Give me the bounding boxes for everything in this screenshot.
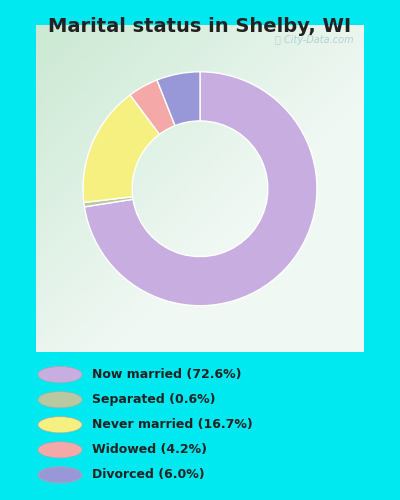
Text: ⓘ City-Data.com: ⓘ City-Data.com bbox=[275, 35, 354, 45]
Wedge shape bbox=[84, 196, 133, 207]
Text: Widowed (4.2%): Widowed (4.2%) bbox=[92, 444, 207, 456]
Wedge shape bbox=[157, 72, 200, 126]
Circle shape bbox=[38, 467, 82, 483]
Text: Separated (0.6%): Separated (0.6%) bbox=[92, 393, 216, 406]
Circle shape bbox=[38, 442, 82, 458]
Circle shape bbox=[38, 366, 82, 382]
Circle shape bbox=[38, 392, 82, 408]
Wedge shape bbox=[83, 95, 160, 202]
Text: Now married (72.6%): Now married (72.6%) bbox=[92, 368, 242, 381]
Text: Divorced (6.0%): Divorced (6.0%) bbox=[92, 468, 205, 481]
Text: Marital status in Shelby, WI: Marital status in Shelby, WI bbox=[48, 18, 352, 36]
Text: Never married (16.7%): Never married (16.7%) bbox=[92, 418, 253, 432]
Wedge shape bbox=[130, 80, 175, 134]
Wedge shape bbox=[84, 72, 317, 306]
Circle shape bbox=[38, 416, 82, 433]
